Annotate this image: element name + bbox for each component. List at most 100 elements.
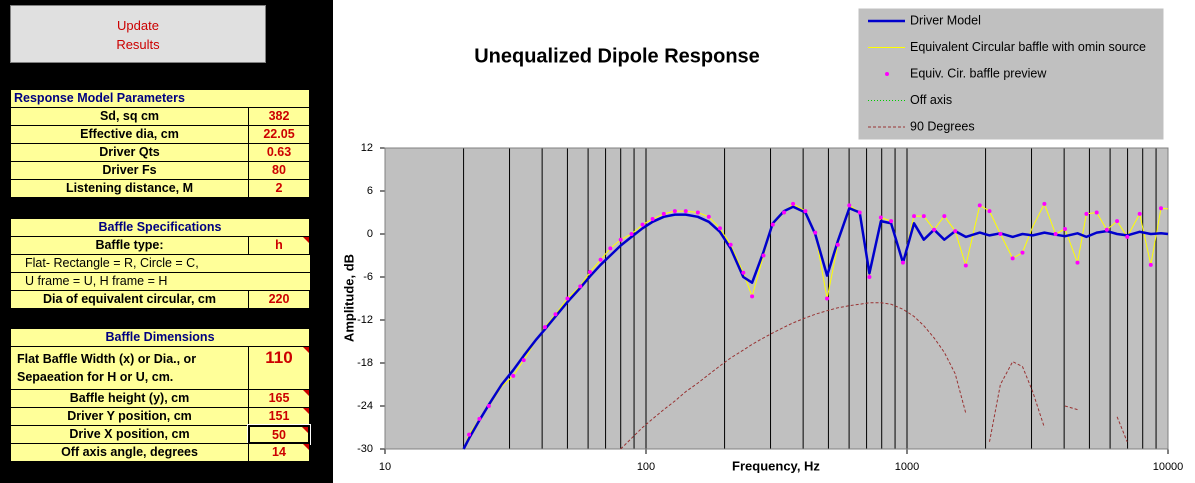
data-point bbox=[1020, 250, 1025, 255]
data-point bbox=[553, 312, 558, 317]
update-results-button[interactable]: Update Results bbox=[10, 5, 266, 63]
row-value[interactable]: 151 bbox=[248, 407, 310, 426]
data-point bbox=[921, 214, 926, 219]
row-label: Sd, sq cm bbox=[10, 107, 249, 126]
row-label: Listening distance, M bbox=[10, 179, 249, 198]
data-point bbox=[741, 270, 746, 275]
data-point bbox=[867, 275, 872, 279]
data-point bbox=[1042, 201, 1047, 206]
data-point bbox=[542, 325, 547, 330]
data-point bbox=[1148, 262, 1153, 267]
data-point bbox=[661, 211, 666, 216]
data-point bbox=[565, 296, 570, 301]
plot-frame bbox=[384, 147, 1169, 450]
row-label-line: Flat Baffle Width (x) or Dia., or bbox=[17, 352, 197, 366]
plot-area bbox=[385, 148, 1168, 449]
row-value[interactable]: 110 bbox=[248, 346, 310, 390]
row-label: Dia of equivalent circular, cm bbox=[10, 290, 249, 309]
row-label: Flat- Rectangle = R, Circle = C, bbox=[10, 254, 311, 273]
data-point bbox=[706, 214, 711, 219]
x-tick-label: 10 bbox=[379, 461, 391, 473]
row-value[interactable]: 50 bbox=[247, 424, 311, 445]
data-point bbox=[629, 232, 634, 236]
row-label: Flat Baffle Width (x) or Dia., or Sepaeat… bbox=[10, 346, 249, 390]
y-tick-label: 0 bbox=[367, 228, 373, 240]
data-point bbox=[467, 432, 472, 437]
data-point bbox=[1115, 219, 1120, 224]
x-tick-label: 10000 bbox=[1153, 461, 1184, 473]
series-line bbox=[1064, 405, 1078, 411]
row-value[interactable]: 0.63 bbox=[248, 143, 310, 162]
legend-label: Off axis bbox=[910, 93, 952, 107]
data-point bbox=[1104, 227, 1109, 232]
row-value[interactable]: 165 bbox=[248, 389, 310, 408]
data-point bbox=[750, 294, 755, 299]
data-point bbox=[608, 246, 613, 251]
data-point bbox=[782, 210, 787, 215]
row-label: U frame = U, H frame = H bbox=[10, 272, 311, 291]
data-point bbox=[598, 257, 603, 262]
button-label: Results bbox=[116, 37, 160, 52]
panel-header: Response Model Parameters bbox=[10, 89, 310, 108]
data-point bbox=[672, 209, 677, 214]
y-tick-label: 12 bbox=[361, 142, 373, 154]
legend-label: Driver Model bbox=[910, 13, 981, 27]
legend-label: Equivalent Circular baffle with omin sou… bbox=[910, 40, 1146, 54]
data-point bbox=[987, 209, 992, 214]
row-value[interactable]: 220 bbox=[248, 290, 310, 309]
legend-label: Equiv. Cir. baffle preview bbox=[910, 66, 1047, 80]
data-point bbox=[578, 284, 583, 289]
data-point bbox=[1010, 256, 1015, 261]
data-point bbox=[1125, 234, 1130, 239]
data-point bbox=[825, 296, 830, 301]
data-point bbox=[835, 242, 840, 247]
y-tick-label: -12 bbox=[357, 314, 373, 326]
y-tick-label: -6 bbox=[363, 271, 373, 283]
data-point bbox=[717, 226, 722, 231]
series-line bbox=[620, 302, 967, 450]
row-label: Driver Qts bbox=[10, 143, 249, 162]
data-point bbox=[477, 416, 482, 421]
data-point bbox=[683, 209, 688, 214]
row-label: Driver Y position, cm bbox=[10, 407, 249, 426]
data-point bbox=[650, 216, 655, 221]
row-value[interactable]: 22.05 bbox=[248, 125, 310, 144]
data-point bbox=[912, 214, 917, 219]
legend-box bbox=[858, 8, 1164, 140]
row-label: Drive X position, cm bbox=[10, 425, 249, 444]
y-tick-label: -30 bbox=[357, 443, 373, 455]
data-point bbox=[803, 209, 808, 214]
data-point bbox=[1062, 226, 1067, 231]
row-label: Effective dia, cm bbox=[10, 125, 249, 144]
data-point bbox=[770, 222, 775, 227]
data-point bbox=[932, 227, 937, 232]
x-axis-label: Frequency, Hz bbox=[732, 458, 820, 473]
data-point bbox=[791, 201, 796, 206]
row-label: Baffle type: bbox=[10, 236, 249, 255]
row-value[interactable]: 80 bbox=[248, 161, 310, 180]
row-value[interactable]: 14 bbox=[248, 443, 310, 462]
data-point bbox=[953, 229, 958, 234]
row-label: Off axis angle, degrees bbox=[10, 443, 249, 462]
data-point bbox=[963, 263, 968, 268]
row-label: Baffle height (y), cm bbox=[10, 389, 249, 408]
data-point bbox=[1084, 211, 1089, 216]
data-point bbox=[889, 219, 894, 224]
panel-header: Baffle Specifications bbox=[10, 218, 310, 237]
data-point bbox=[521, 358, 526, 363]
data-point bbox=[618, 237, 623, 242]
row-value[interactable]: 382 bbox=[248, 107, 310, 126]
button-label: Update bbox=[117, 18, 159, 33]
data-point bbox=[728, 242, 733, 247]
data-point bbox=[761, 253, 766, 258]
row-label: Driver Fs bbox=[10, 161, 249, 180]
data-point bbox=[1053, 232, 1058, 236]
data-point bbox=[813, 230, 818, 235]
row-value[interactable]: h bbox=[248, 236, 310, 255]
row-value[interactable]: 2 bbox=[248, 179, 310, 198]
data-point bbox=[695, 210, 700, 215]
data-point bbox=[587, 269, 592, 274]
y-tick-label: -24 bbox=[357, 400, 373, 412]
y-axis-label: Amplitude, dB bbox=[341, 254, 356, 342]
data-point bbox=[977, 203, 982, 208]
